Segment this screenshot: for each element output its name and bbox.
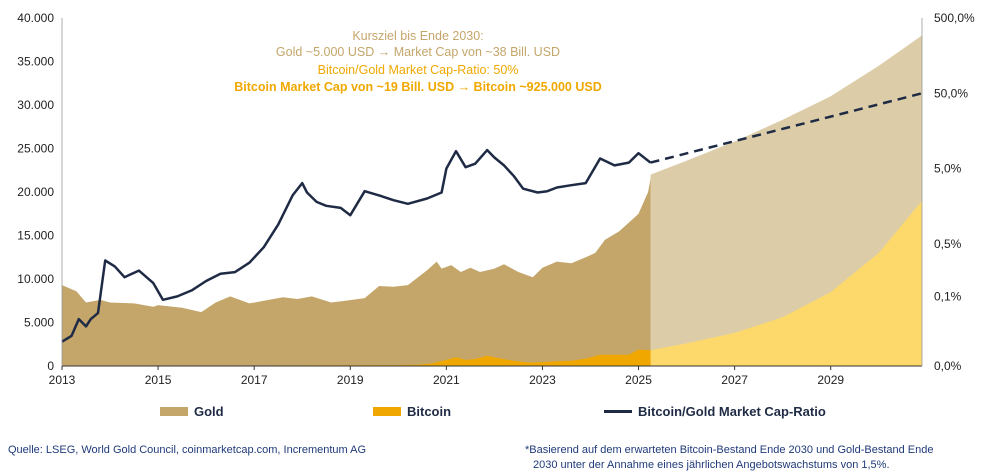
y-left-tick-label: 10.000 <box>17 272 54 286</box>
legend-item-gold: Gold <box>160 404 224 419</box>
axes-layer: 2013 2015 2017 2019 2021 2023 2025 2027 2029 0 5.0… <box>17 11 975 387</box>
footnote-line-1: *Basierend auf dem erwarteten Bitcoin-Be… <box>525 444 934 456</box>
annotation-line-2: Gold ~5.000 USD → Market Cap von ~38 Bil… <box>276 45 560 59</box>
legend-swatch-gold <box>160 407 188 416</box>
y-left-tick-label: 0 <box>47 359 54 373</box>
y-right-tick-label: 500,0% <box>934 11 975 25</box>
gold-area <box>62 179 651 366</box>
x-tick-label: 2013 <box>49 373 76 387</box>
bitcoin-projection-area <box>650 200 922 366</box>
x-tick-label: 2025 <box>625 373 652 387</box>
y-left-tick-label: 25.000 <box>17 142 54 156</box>
footnote: *Basierend auf dem erwarteten Bitcoin-Be… <box>525 443 985 473</box>
x-tick-label: 2017 <box>241 373 268 387</box>
legend: Gold Bitcoin Bitcoin/Gold Market Cap-Rat… <box>0 404 991 424</box>
annotation-line-1: Kursziel bis Ende 2030: <box>352 29 483 43</box>
y-right-tick-label: 0,1% <box>934 289 962 303</box>
annotation: Kursziel bis Ende 2030: Gold ~5.000 USD … <box>234 29 601 94</box>
annotation-line-3: Bitcoin/Gold Market Cap-Ratio: 50% <box>318 63 519 77</box>
annotation-line-4: Bitcoin Market Cap von ~19 Bill. USD → B… <box>234 80 601 94</box>
legend-swatch-bitcoin <box>373 407 401 416</box>
y-left-tick-label: 35.000 <box>17 55 54 69</box>
legend-label-ratio: Bitcoin/Gold Market Cap-Ratio <box>638 404 826 419</box>
y-left-tick-label: 30.000 <box>17 98 54 112</box>
x-tick-label: 2023 <box>529 373 556 387</box>
y-left-tick-label: 5.000 <box>24 316 54 330</box>
bitcoin-area <box>62 349 651 366</box>
y-right-tick-label: 50,0% <box>934 86 968 100</box>
x-tick-label: 2021 <box>433 373 460 387</box>
x-tick-label: 2029 <box>817 373 844 387</box>
legend-item-bitcoin: Bitcoin <box>373 404 451 419</box>
x-tick-label: 2015 <box>145 373 172 387</box>
x-tick-label: 2027 <box>721 373 748 387</box>
ratio-projection-line <box>650 92 923 164</box>
x-tick-label: 2019 <box>337 373 364 387</box>
y-right-tick-label: 5,0% <box>934 162 962 176</box>
ratio-line <box>61 148 652 343</box>
y-left-tick-label: 15.000 <box>17 229 54 243</box>
y-right-tick-label: 0,0% <box>934 359 962 373</box>
line-layer <box>61 92 923 343</box>
area-layer <box>62 35 922 367</box>
legend-label-bitcoin: Bitcoin <box>407 404 452 419</box>
legend-item-ratio: Bitcoin/Gold Market Cap-Ratio <box>604 404 826 419</box>
y-left-tick-label: 40.000 <box>17 11 54 25</box>
source-text: Quelle: LSEG, World Gold Council, coinma… <box>8 444 367 456</box>
y-right-tick-label: 0,5% <box>934 237 962 251</box>
chart: 2013 2015 2017 2019 2021 2023 2025 2027 2029 0 5.0… <box>17 11 975 387</box>
legend-label-gold: Gold <box>194 404 224 419</box>
y-left-tick-label: 20.000 <box>17 185 54 199</box>
legend-swatch-ratio <box>604 410 632 413</box>
footnote-line-2: 2030 unter der Annahme eines jährlichen … <box>533 459 890 471</box>
source-note: Quelle: LSEG, World Gold Council, coinma… <box>8 443 366 458</box>
